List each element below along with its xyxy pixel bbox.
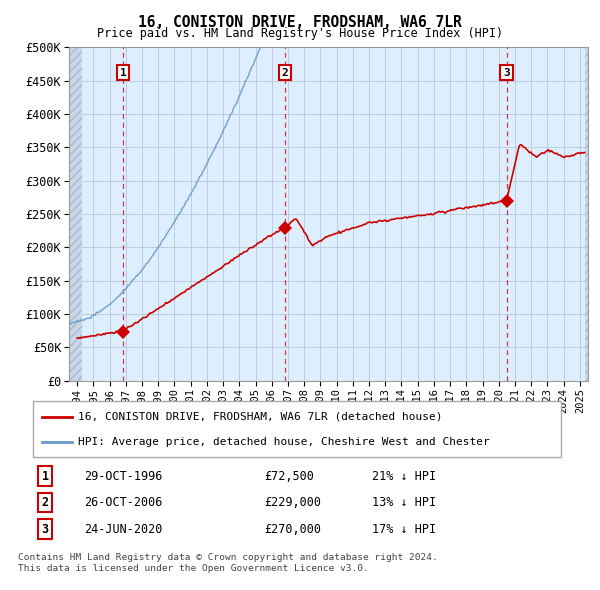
Text: £270,000: £270,000: [264, 523, 321, 536]
Text: 2: 2: [41, 496, 49, 509]
Text: 3: 3: [503, 67, 510, 77]
Text: £229,000: £229,000: [264, 496, 321, 509]
Text: £72,500: £72,500: [264, 470, 314, 483]
Text: 26-OCT-2006: 26-OCT-2006: [84, 496, 163, 509]
Text: 24-JUN-2020: 24-JUN-2020: [84, 523, 163, 536]
Text: Contains HM Land Registry data © Crown copyright and database right 2024.: Contains HM Land Registry data © Crown c…: [18, 553, 438, 562]
Text: 1: 1: [41, 470, 49, 483]
Text: 17% ↓ HPI: 17% ↓ HPI: [372, 523, 436, 536]
Text: 29-OCT-1996: 29-OCT-1996: [84, 470, 163, 483]
Text: 16, CONISTON DRIVE, FRODSHAM, WA6 7LR (detached house): 16, CONISTON DRIVE, FRODSHAM, WA6 7LR (d…: [78, 412, 443, 422]
Text: HPI: Average price, detached house, Cheshire West and Chester: HPI: Average price, detached house, Ches…: [78, 437, 490, 447]
Text: Price paid vs. HM Land Registry's House Price Index (HPI): Price paid vs. HM Land Registry's House …: [97, 27, 503, 40]
Text: 13% ↓ HPI: 13% ↓ HPI: [372, 496, 436, 509]
Text: 3: 3: [41, 523, 49, 536]
Text: 16, CONISTON DRIVE, FRODSHAM, WA6 7LR: 16, CONISTON DRIVE, FRODSHAM, WA6 7LR: [138, 15, 462, 30]
Text: 2: 2: [282, 67, 289, 77]
Text: 21% ↓ HPI: 21% ↓ HPI: [372, 470, 436, 483]
Text: 1: 1: [119, 67, 127, 77]
Bar: [69, 47, 82, 381]
Text: This data is licensed under the Open Government Licence v3.0.: This data is licensed under the Open Gov…: [18, 565, 369, 573]
Bar: [585, 47, 588, 381]
